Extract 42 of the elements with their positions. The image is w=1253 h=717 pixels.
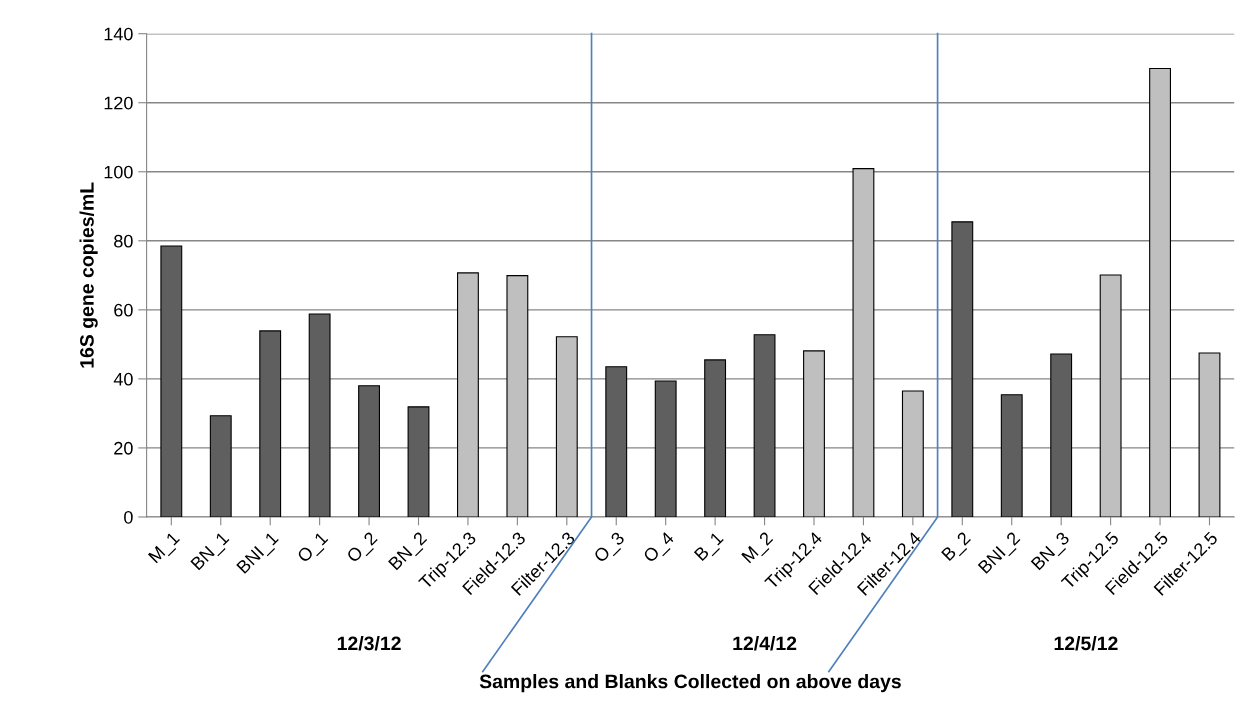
x-tick-label: O_1: [296, 531, 331, 566]
bar: [209, 415, 232, 517]
bar: [1198, 352, 1221, 517]
bar: [654, 380, 677, 517]
bar: [951, 221, 974, 517]
bar: [1050, 353, 1073, 517]
y-tick-label: 120: [104, 96, 133, 110]
x-tick-label: M_1: [148, 531, 183, 566]
bar: [160, 245, 183, 517]
bar: [605, 366, 628, 517]
y-tick-label: 100: [104, 165, 133, 179]
bar: [358, 385, 381, 517]
bar: [704, 359, 727, 517]
bar: [753, 334, 776, 517]
y-tick-label: 140: [104, 27, 133, 41]
bar: [555, 336, 578, 517]
bar: [803, 350, 825, 517]
y-tick-label: 80: [114, 234, 133, 248]
bar: [901, 390, 924, 517]
x-tick-label: O_2: [345, 531, 381, 566]
text: 12/4/12: [733, 635, 797, 651]
y-tick-label: 20: [114, 441, 133, 455]
x-axis-title: Samples and Blanks Collected on above days: [479, 674, 901, 693]
bar: [1149, 68, 1171, 517]
bar: [1000, 394, 1023, 517]
bar: [852, 168, 875, 517]
x-tick-label: B_1: [693, 531, 727, 564]
bar: [259, 330, 282, 517]
y-tick-label: 40: [113, 372, 133, 386]
text: 12/5/12: [1054, 635, 1118, 651]
y-tick-label: 0: [124, 510, 133, 524]
bar: [308, 313, 331, 517]
x-tick-label: O_4: [642, 530, 678, 566]
bar: [506, 275, 529, 517]
bar: [457, 272, 479, 517]
y-tick-label: 60: [114, 303, 133, 317]
y-axis-title: 16S gene copies/mL: [79, 182, 98, 368]
x-tick-label: B_2: [940, 531, 974, 564]
text: 12/3/12: [337, 635, 401, 651]
bar: [1099, 274, 1122, 517]
bar: [407, 406, 430, 517]
x-tick-label: O_3: [593, 531, 628, 566]
